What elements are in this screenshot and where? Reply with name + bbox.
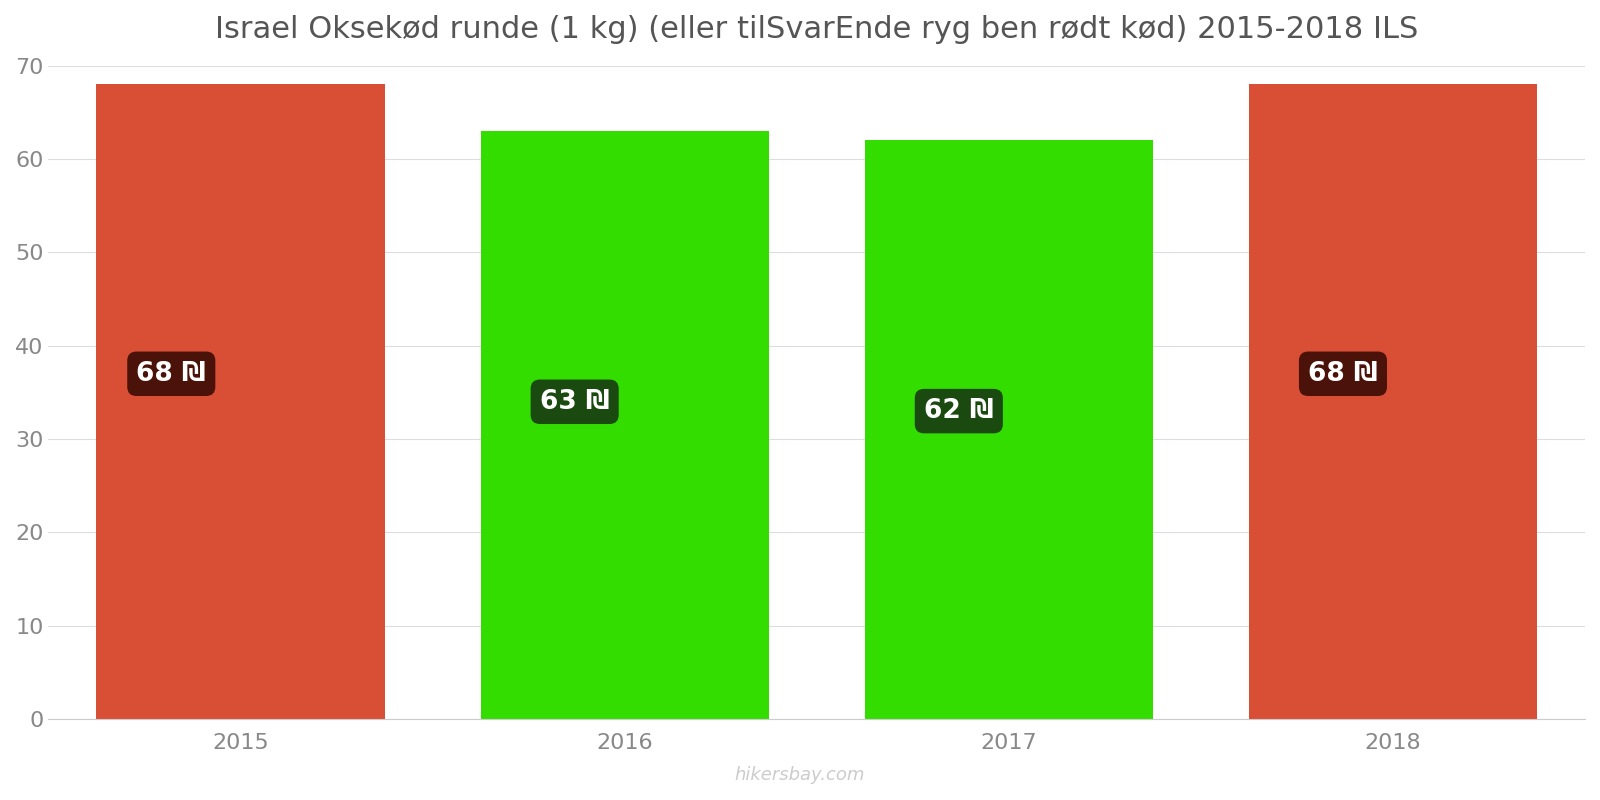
Bar [1250,85,1538,719]
Text: hikersbay.com: hikersbay.com [734,766,866,784]
Text: 68 ₪: 68 ₪ [1309,361,1378,386]
Text: 62 ₪: 62 ₪ [925,398,994,424]
Text: 68 ₪: 68 ₪ [136,361,206,386]
Bar [864,141,1154,719]
Text: 63 ₪: 63 ₪ [539,389,610,414]
Title: Israel Oksekød runde (1 kg) (eller tilSvarEnde ryg ben rødt kød) 2015-2018 ILS: Israel Oksekød runde (1 kg) (eller tilSv… [214,15,1418,44]
Bar [480,131,768,719]
Bar [96,85,384,719]
